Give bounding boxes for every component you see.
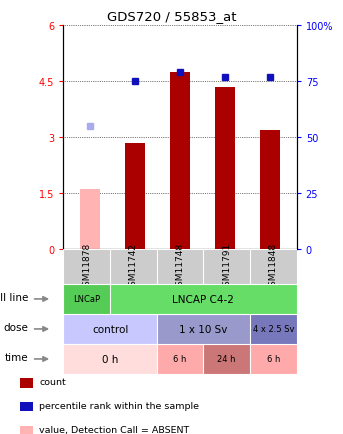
- Text: GSM11742: GSM11742: [129, 243, 138, 291]
- Bar: [170, 72, 190, 250]
- Bar: [21, 378, 33, 388]
- Bar: [21, 402, 33, 411]
- Text: time: time: [5, 353, 28, 363]
- Text: GSM11878: GSM11878: [82, 242, 91, 292]
- Text: percentile rank within the sample: percentile rank within the sample: [39, 401, 199, 410]
- Text: dose: dose: [4, 323, 28, 333]
- Text: cell line: cell line: [0, 293, 28, 303]
- Text: GDS720 / 55853_at: GDS720 / 55853_at: [107, 10, 236, 23]
- Text: GSM11848: GSM11848: [269, 243, 278, 291]
- Bar: [260, 130, 280, 250]
- Text: 6 h: 6 h: [267, 355, 280, 364]
- Bar: [215, 88, 235, 250]
- Text: 6 h: 6 h: [174, 355, 187, 364]
- Bar: [80, 190, 100, 250]
- Text: 4 x 2.5 Sv: 4 x 2.5 Sv: [253, 325, 294, 334]
- Text: count: count: [39, 378, 66, 386]
- Text: 24 h: 24 h: [217, 355, 236, 364]
- Text: 0 h: 0 h: [102, 354, 118, 364]
- Text: LNCaP: LNCaP: [73, 295, 100, 304]
- Text: GSM11748: GSM11748: [176, 243, 185, 291]
- Bar: [21, 426, 33, 434]
- Text: LNCAP C4-2: LNCAP C4-2: [173, 294, 234, 304]
- Text: 1 x 10 Sv: 1 x 10 Sv: [179, 324, 228, 334]
- Text: GSM11791: GSM11791: [222, 242, 231, 292]
- Bar: [125, 143, 145, 250]
- Text: value, Detection Call = ABSENT: value, Detection Call = ABSENT: [39, 425, 190, 434]
- Text: control: control: [92, 324, 128, 334]
